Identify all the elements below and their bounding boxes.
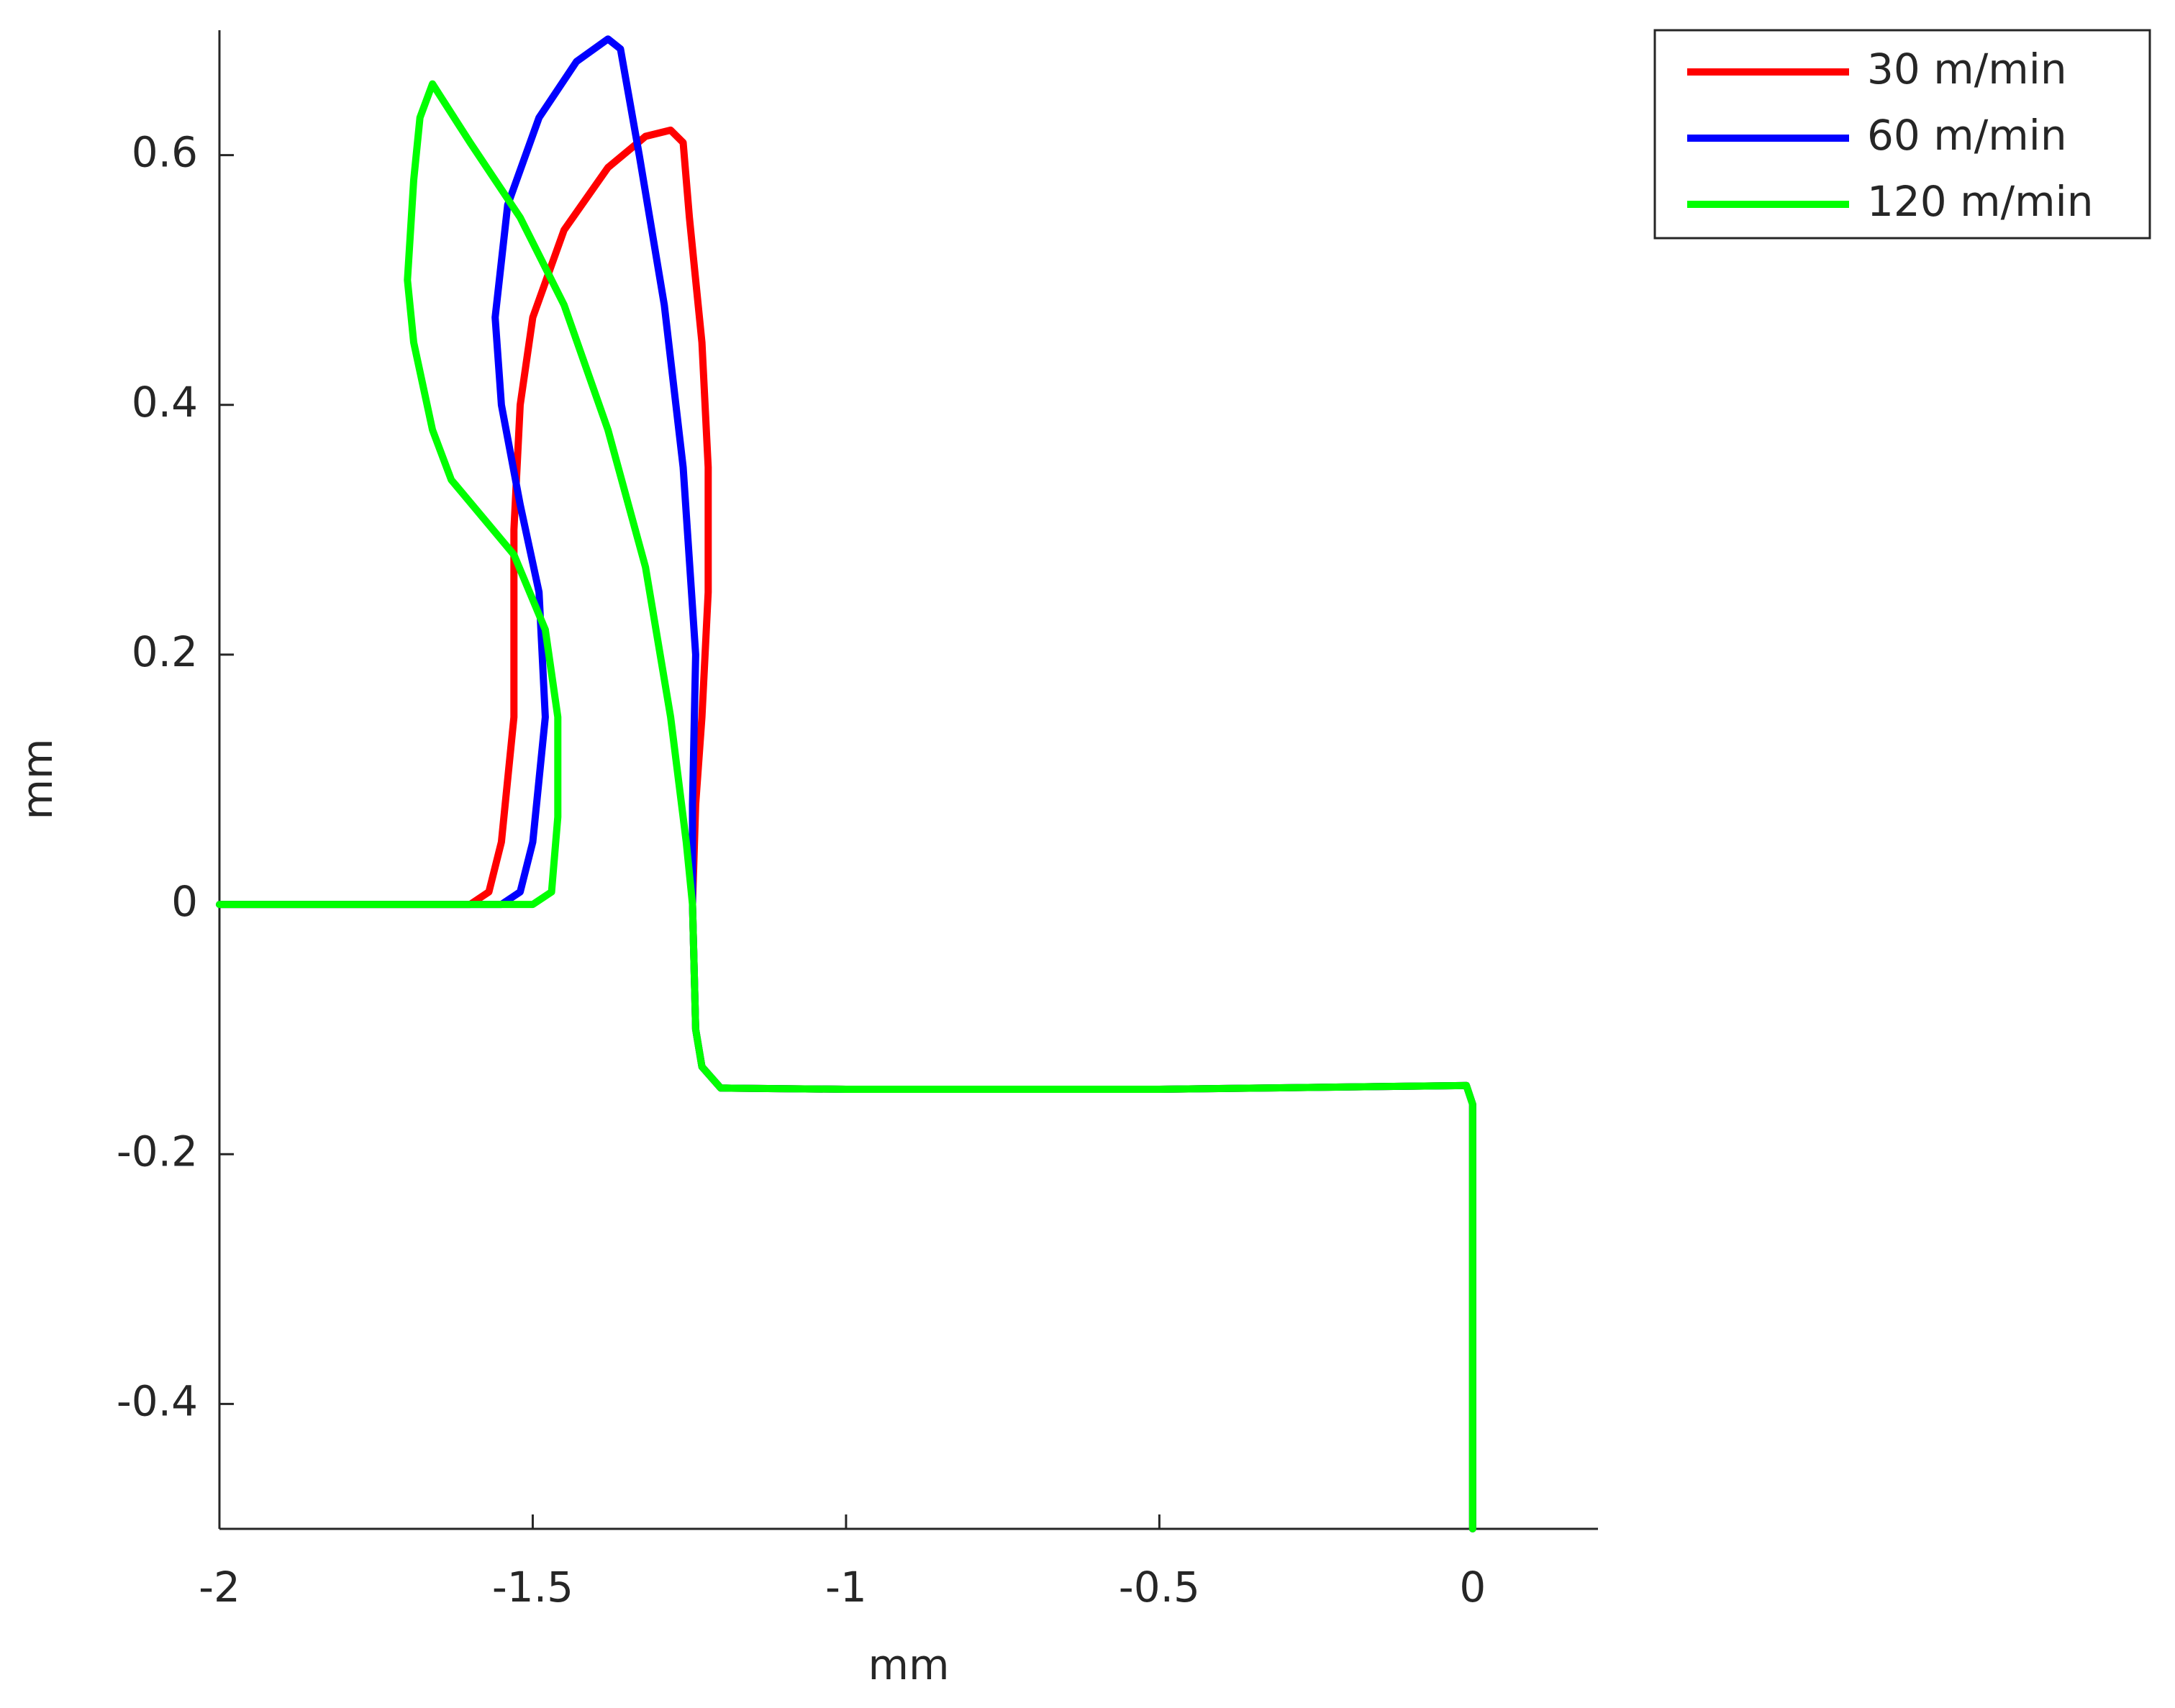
- series-line: [216, 80, 1476, 1532]
- y-axis-label: mm: [13, 739, 62, 820]
- y-tick-label: 0.2: [132, 627, 198, 676]
- x-tick-label: -0.5: [1119, 1563, 1200, 1612]
- y-tick-label: -0.2: [117, 1127, 198, 1176]
- y-tick-label: -0.4: [117, 1377, 198, 1426]
- x-tick-label: -2: [199, 1563, 240, 1612]
- x-axis-label: mm: [868, 1640, 950, 1689]
- legend-label: 30 m/min: [1867, 45, 2067, 94]
- y-tick-label: 0: [171, 877, 198, 926]
- x-tick-label: 0: [1459, 1563, 1486, 1612]
- legend-label: 120 m/min: [1867, 177, 2094, 226]
- y-tick-label: 0.4: [132, 378, 198, 427]
- series-line: [216, 126, 1476, 1532]
- y-tick-label: 0.6: [132, 128, 198, 177]
- x-tick-label: -1: [825, 1563, 867, 1612]
- x-tick-label: -1.5: [492, 1563, 573, 1612]
- legend-label: 60 m/min: [1867, 111, 2067, 160]
